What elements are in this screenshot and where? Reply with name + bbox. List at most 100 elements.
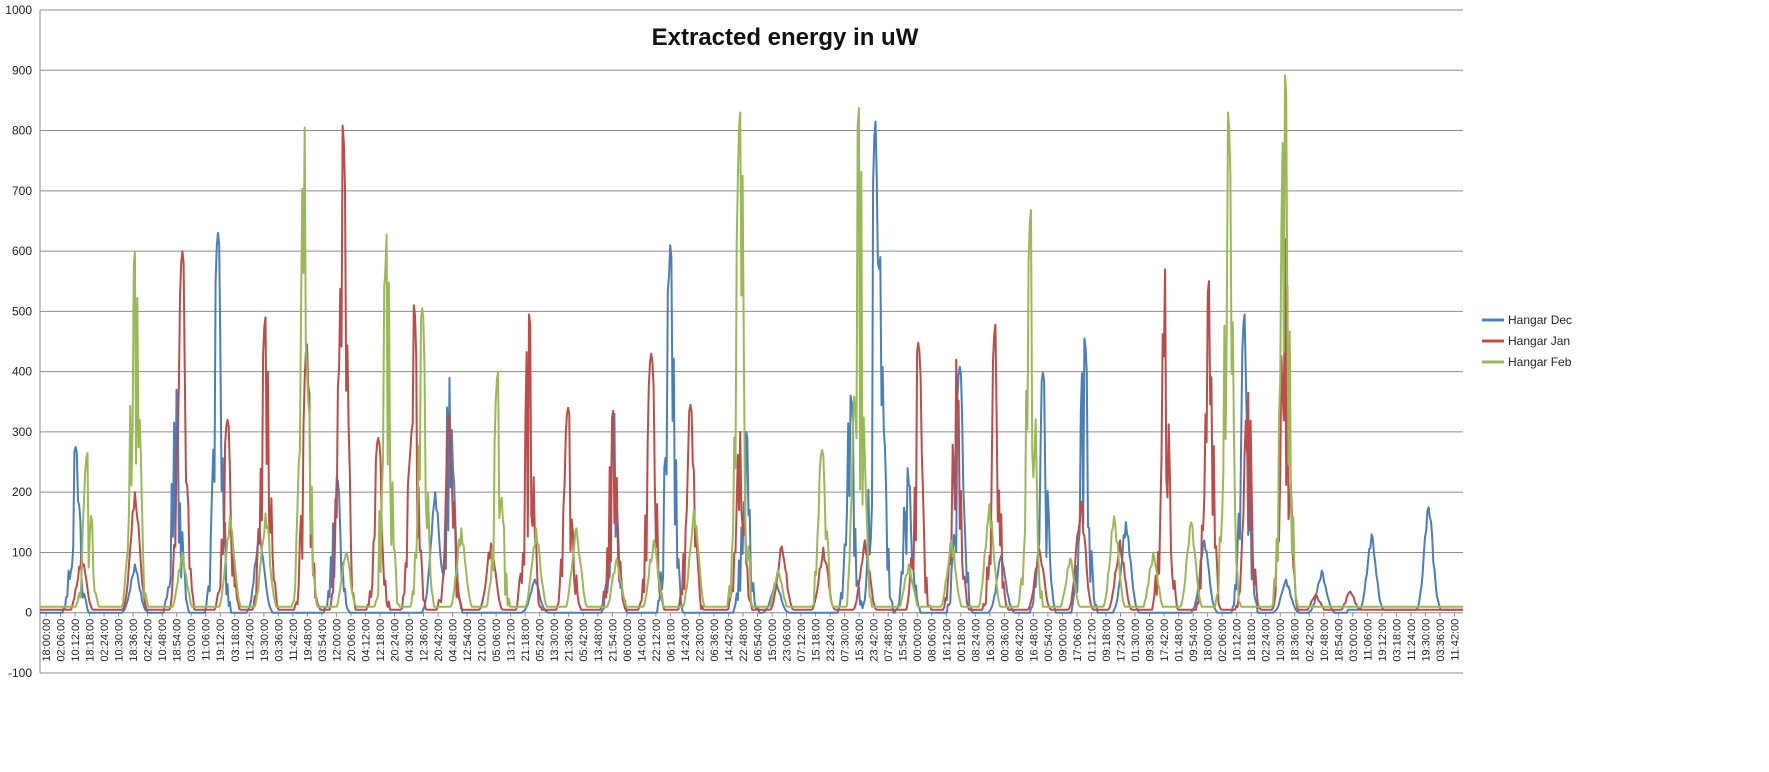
y-tick-label: 500	[12, 304, 32, 318]
x-tick-label: 18:54:00	[1333, 619, 1345, 662]
x-tick-label: 14:42:00	[723, 619, 735, 662]
x-tick-label: 11:06:00	[201, 619, 213, 661]
x-tick-label: 02:24:00	[99, 619, 111, 662]
x-tick-label: 18:00:00	[41, 619, 53, 662]
x-tick-label: 16:12:00	[941, 619, 953, 662]
x-tick-label: 11:42:00	[288, 619, 300, 661]
x-tick-label: 22:48:00	[738, 619, 750, 662]
x-tick-label: 13:30:00	[549, 619, 561, 662]
x-tick-label: 06:36:00	[709, 619, 721, 662]
x-tick-label: 06:54:00	[753, 619, 765, 662]
x-tick-label: 10:48:00	[1319, 619, 1331, 662]
x-tick-label: 16:30:00	[985, 619, 997, 662]
legend: Hangar Dec Hangar Jan Hangar Feb	[1482, 313, 1572, 369]
y-tick-label: 200	[12, 485, 32, 499]
x-tick-label: 18:18:00	[1246, 619, 1258, 662]
x-tick-label: 19:12:00	[215, 619, 227, 662]
x-tick-label: 07:48:00	[883, 619, 895, 662]
x-tick-label: 07:12:00	[796, 619, 808, 662]
x-tick-label: 10:30:00	[114, 619, 126, 662]
x-tick-label: 11:06:00	[1362, 619, 1374, 661]
x-tick-label: 02:24:00	[1261, 619, 1273, 662]
y-tick-label: 400	[12, 365, 32, 379]
x-tick-label: 07:30:00	[840, 619, 852, 662]
y-tick-label: 300	[12, 425, 32, 439]
x-tick-label: 04:48:00	[448, 619, 460, 662]
x-tick-label: 11:24:00	[1406, 619, 1418, 661]
x-tick-label: 15:00:00	[767, 619, 779, 662]
y-tick-label: 600	[12, 244, 32, 258]
x-tick-label: 03:54:00	[317, 619, 329, 662]
x-tick-label: 18:00:00	[1203, 619, 1215, 662]
x-tick-label: 08:06:00	[927, 619, 939, 662]
x-tick-label: 01:12:00	[1086, 619, 1098, 662]
x-tick-label: 05:24:00	[535, 619, 547, 662]
x-tick-label: 12:18:00	[375, 619, 387, 662]
y-tick-label: -100	[8, 666, 32, 680]
x-tick-label: 21:00:00	[477, 619, 489, 662]
x-tick-label: 18:54:00	[172, 619, 184, 662]
x-tick-label: 16:48:00	[1028, 619, 1040, 662]
legend-label: Hangar Dec	[1508, 313, 1572, 327]
x-tick-label: 02:42:00	[143, 619, 155, 662]
x-tick-label: 14:06:00	[636, 619, 648, 662]
x-tick-label: 12:36:00	[419, 619, 431, 662]
x-tick-label: 08:24:00	[970, 619, 982, 662]
x-tick-label: 02:06:00	[1217, 619, 1229, 662]
x-tick-label: 18:18:00	[85, 619, 97, 662]
x-tick-label: 15:36:00	[854, 619, 866, 662]
x-tick-label: 10:30:00	[1275, 619, 1287, 662]
x-tick-label: 04:30:00	[404, 619, 416, 662]
x-tick-label: 18:36:00	[128, 619, 140, 662]
x-tick-label: 18:36:00	[1290, 619, 1302, 662]
y-tick-label: 0	[25, 606, 32, 620]
x-tick-label: 13:12:00	[506, 619, 518, 662]
x-tick-label: 20:42:00	[433, 619, 445, 662]
x-tick-label: 11:42:00	[1449, 619, 1461, 661]
x-tick-label: 08:42:00	[1014, 619, 1026, 662]
y-tick-label: 700	[12, 184, 32, 198]
x-tick-label: 04:12:00	[360, 619, 372, 662]
x-tick-label: 03:00:00	[1348, 619, 1360, 662]
x-tick-label: 09:18:00	[1101, 619, 1113, 662]
x-tick-label: 03:00:00	[186, 619, 198, 662]
series-line-feb	[40, 74, 1463, 608]
x-tick-label: 03:36:00	[1435, 619, 1447, 662]
x-tick-label: 13:48:00	[593, 619, 605, 662]
y-axis: -100 0 100 200 300 400 500 600 700 800 900 1000	[5, 3, 41, 680]
x-tick-label: 05:42:00	[578, 619, 590, 662]
x-tick-label: 02:42:00	[1304, 619, 1316, 662]
x-tick-label: 19:12:00	[1377, 619, 1389, 662]
x-tick-label: 10:12:00	[70, 619, 82, 662]
x-tick-label: 22:30:00	[694, 619, 706, 662]
chart-title: Extracted energy in uW	[652, 24, 919, 51]
x-tick-label: 06:18:00	[665, 619, 677, 662]
x-tick-label: 09:00:00	[1057, 619, 1069, 662]
x-tick-label: 21:18:00	[520, 619, 532, 662]
x-tick-label: 06:00:00	[622, 619, 634, 662]
x-axis: 18:00:00 02:06:00 10:12:00 18:18:00 02:24:00…	[41, 612, 1461, 662]
y-tick-label: 1000	[5, 3, 32, 17]
x-tick-label: 10:48:00	[157, 619, 169, 662]
x-tick-label: 21:54:00	[607, 619, 619, 662]
x-tick-label: 23:42:00	[869, 619, 881, 662]
x-tick-label: 17:24:00	[1116, 619, 1128, 662]
x-tick-label: 14:24:00	[680, 619, 692, 662]
legend-label: Hangar Feb	[1508, 355, 1572, 369]
x-tick-label: 02:06:00	[56, 619, 68, 662]
x-tick-label: 11:24:00	[244, 619, 256, 661]
y-tick-label: 900	[12, 63, 32, 77]
series-line-dec	[40, 120, 1463, 614]
x-tick-label: 00:00:00	[912, 619, 924, 662]
legend-label: Hangar Jan	[1508, 334, 1570, 348]
y-tick-label: 100	[12, 545, 32, 559]
x-tick-label: 03:18:00	[1391, 619, 1403, 662]
x-tick-label: 01:48:00	[1174, 619, 1186, 662]
x-tick-label: 19:48:00	[302, 619, 314, 662]
y-tick-label: 800	[12, 124, 32, 138]
x-tick-label: 22:12:00	[651, 619, 663, 662]
x-tick-label: 09:36:00	[1145, 619, 1157, 662]
x-tick-label: 21:36:00	[564, 619, 576, 662]
x-tick-label: 12:54:00	[462, 619, 474, 662]
